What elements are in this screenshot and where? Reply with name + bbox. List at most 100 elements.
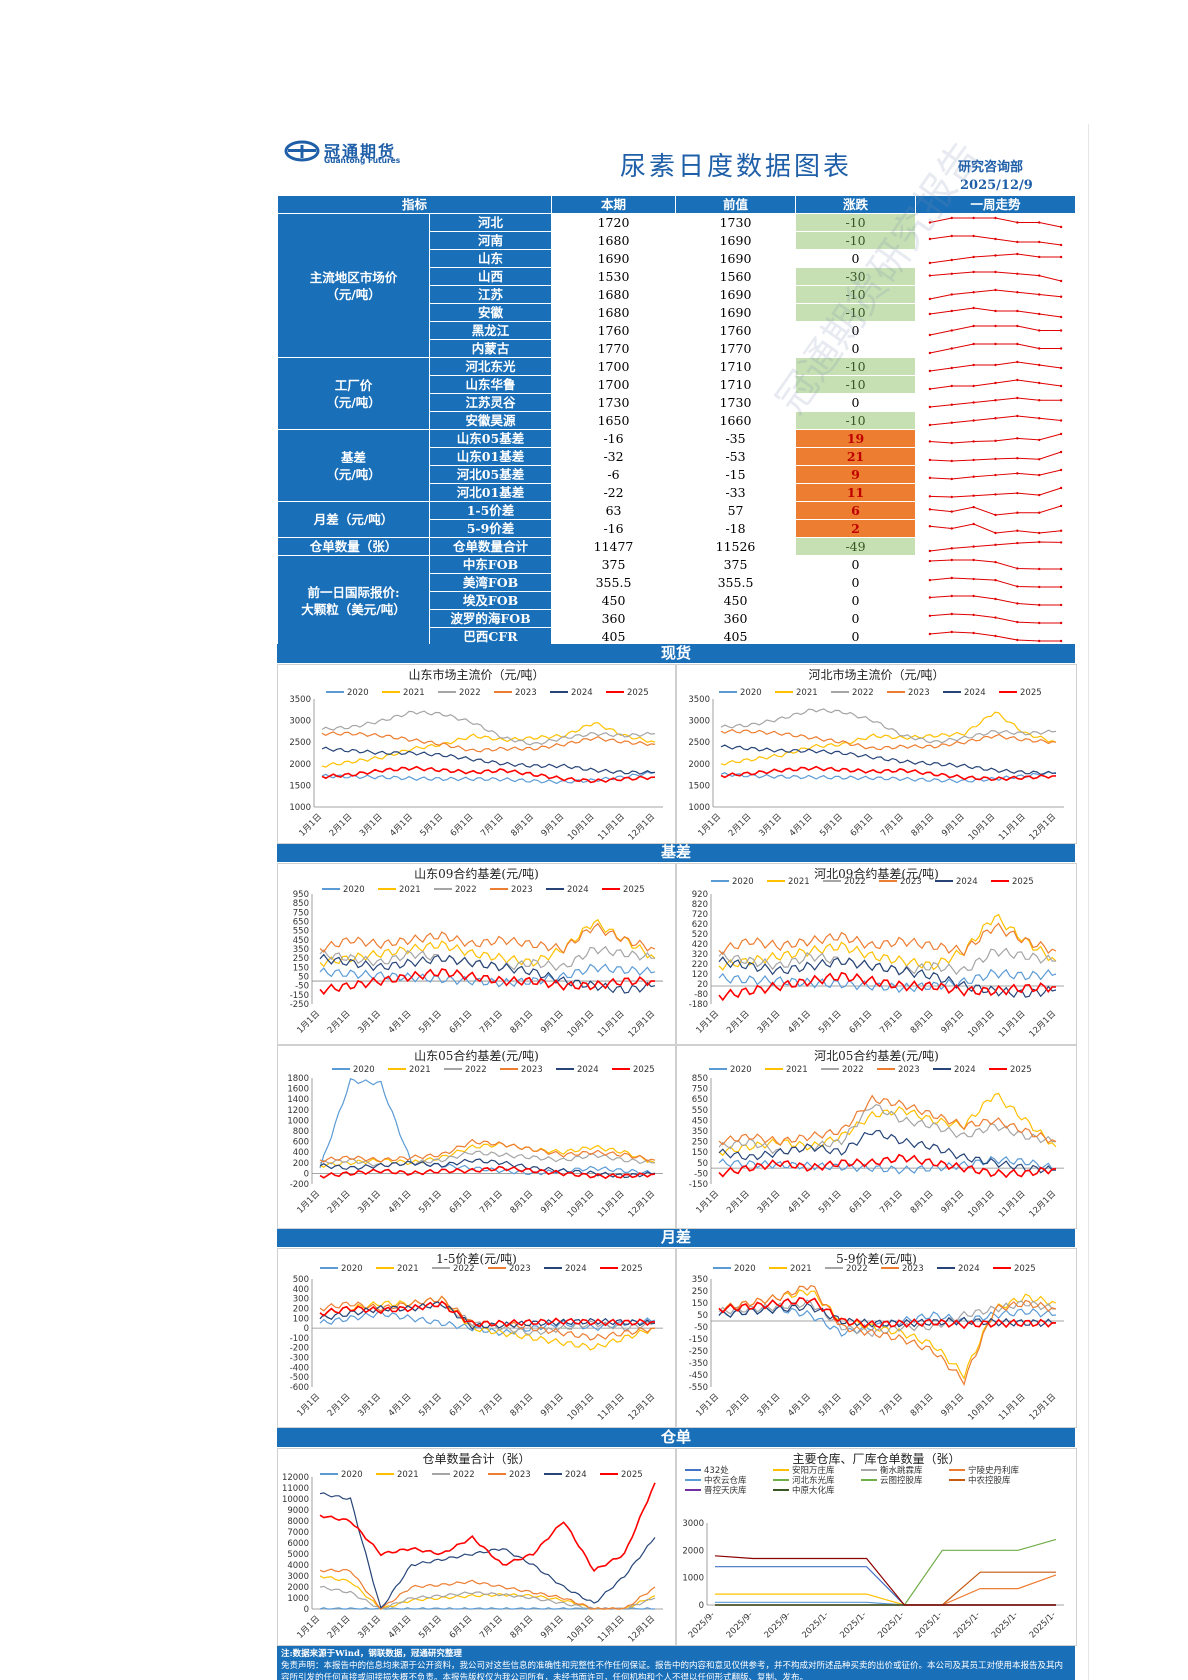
sparkline-point <box>1059 504 1063 508</box>
table-row: 山东华鲁 1700 1710 -10 <box>278 375 1077 394</box>
sparkline-point <box>1038 347 1041 350</box>
weekly-trend-sparkline <box>915 213 1077 232</box>
current-value: -6 <box>551 465 677 484</box>
change-value: -10 <box>795 411 917 430</box>
chart-title: 河北09合约基差(元/吨) <box>814 866 939 881</box>
sparkline-point <box>994 439 997 443</box>
sparkline-point <box>1038 381 1041 385</box>
x-tick-label: 6月1日 <box>848 1009 875 1036</box>
x-tick-label: 10月1日 <box>967 812 998 843</box>
current-value: -22 <box>551 483 677 502</box>
sparkline-point <box>972 613 975 617</box>
legend-label: 中原大化库 <box>792 1485 835 1496</box>
indicator-name: 山东华鲁 <box>428 375 553 394</box>
y-tick-label: -150 <box>290 991 309 1001</box>
y-tick-label: 250 <box>692 1287 708 1297</box>
sparkline <box>928 522 1063 535</box>
sparkline-point <box>1016 511 1019 514</box>
chart-panel-hb-price: 河北市场主流价（元/吨） 2020 2021 2022 2023 2024 2025 3500… <box>676 664 1077 844</box>
x-tick-label: 5月1日 <box>418 812 445 839</box>
legend-label: 2020 <box>341 1264 363 1274</box>
series-line-宁陵史丹利库 <box>715 1574 1057 1606</box>
group-label: 月差（元/吨） <box>277 501 430 538</box>
sparkline <box>928 432 1063 445</box>
legend-label: 2025 <box>1020 688 1042 698</box>
sparkline <box>928 630 1063 643</box>
legend-label: 2022 <box>453 1264 475 1274</box>
x-tick-label: 7月1日 <box>478 1614 505 1641</box>
sparkline-point <box>950 527 953 530</box>
sparkline-point <box>972 401 975 404</box>
x-tick-label: 8月1日 <box>509 1614 536 1641</box>
previous-value: 355.5 <box>675 573 797 592</box>
sparkline-point <box>1016 414 1019 418</box>
x-tick-label: 4月1日 <box>387 1189 414 1216</box>
y-tick-label: 1500 <box>289 781 311 791</box>
sparkline-point <box>994 457 997 461</box>
sparkline-point <box>950 234 953 238</box>
legend-label: 432处 <box>704 1465 729 1476</box>
x-tick-label: 2月1日 <box>727 812 754 839</box>
series-line-2024 <box>319 1492 656 1609</box>
legend-label: 2023 <box>509 1470 531 1480</box>
table-row: 主流地区市场价 （元/吨） 河北 1720 1730 -10 <box>277 213 1077 358</box>
sparkline-line <box>929 379 1062 390</box>
sparkline-point <box>994 324 997 328</box>
series-line-2022 <box>319 1150 655 1168</box>
sparkline-point <box>928 221 932 224</box>
weekly-trend-sparkline <box>915 483 1077 502</box>
y-tick-label: -600 <box>290 1383 309 1393</box>
legend-label: 2023 <box>900 877 922 887</box>
indicator-name: 安徽昊源 <box>428 411 553 430</box>
x-tick-label: 1月1日 <box>295 1392 322 1419</box>
sparkline <box>928 306 1063 319</box>
sparkline-point <box>928 525 932 528</box>
y-tick-label: -150 <box>689 1335 708 1345</box>
x-tick-label: 4月1日 <box>387 1392 414 1419</box>
indicator-name: 江苏 <box>428 285 553 304</box>
x-tick-label: 9月1日 <box>939 1189 966 1216</box>
legend-label: 2022 <box>459 688 481 698</box>
series-line-2021 <box>319 918 656 968</box>
chart-title: 主要仓库、厂库仓单数量（张） <box>792 1451 960 1466</box>
sparkline-point <box>928 495 932 498</box>
sparkline-point <box>1038 493 1041 497</box>
y-tick-label: 300 <box>293 1295 309 1305</box>
y-tick-label: 400 <box>293 1148 309 1158</box>
sparkline-point <box>928 578 932 582</box>
sparkline-point <box>972 255 975 259</box>
legend-label: 2024 <box>565 1264 587 1274</box>
previous-value: -18 <box>675 519 797 538</box>
legend-label: 2021 <box>409 1065 431 1075</box>
x-tick-label: 11月1日 <box>997 1189 1028 1220</box>
y-tick-label: -400 <box>290 1363 309 1373</box>
indicator-name: 埃及FOB <box>428 591 553 610</box>
y-tick-label: 220 <box>692 960 708 970</box>
sparkline <box>928 540 1063 553</box>
current-value: 1680 <box>551 285 677 304</box>
y-tick-label: -50 <box>694 1323 708 1333</box>
indicator-name: 山西 <box>428 267 553 286</box>
sparkline <box>928 324 1063 337</box>
sparkline-point <box>928 632 932 636</box>
x-tick-label: 9月1日 <box>539 1392 566 1419</box>
legend-label: 2025 <box>623 885 645 895</box>
sparkline <box>928 558 1063 571</box>
sparkline-line <box>929 541 1062 552</box>
sparkline-line <box>929 361 1062 372</box>
y-tick-label: 200 <box>293 1304 309 1314</box>
sparkline-point <box>1016 309 1019 313</box>
x-tick-label: 3月1日 <box>756 1009 783 1036</box>
sparkline-point <box>994 254 997 257</box>
series-line-2020 <box>319 1078 656 1176</box>
series-line-2025 <box>718 1297 1057 1330</box>
change-value: -30 <box>795 267 917 286</box>
x-tick-label: 6月1日 <box>849 812 876 839</box>
table-row: 基差 （元/吨） 山东05基差 -16 -35 19 <box>277 429 1077 502</box>
chart-panel-sd05: 山东05合约基差(元/吨) 2020 2021 2022 2023 2024 2025 180… <box>277 1045 676 1229</box>
sparkline-point <box>972 494 975 497</box>
sparkline <box>928 252 1063 265</box>
indicator-name: 美湾FOB <box>428 573 553 592</box>
x-tick-label: 10月1日 <box>566 812 597 843</box>
company-name-en: Guantong Futures <box>324 156 401 165</box>
